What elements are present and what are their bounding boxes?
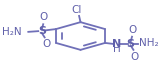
Text: NH₂: NH₂ [139, 38, 159, 48]
Text: O: O [42, 39, 50, 49]
Text: O: O [128, 25, 136, 35]
Text: N: N [112, 39, 121, 49]
Text: Cl: Cl [72, 5, 82, 15]
Text: O: O [131, 52, 139, 62]
Text: S: S [127, 39, 135, 49]
Text: H₂N: H₂N [2, 26, 22, 37]
Text: O: O [39, 12, 47, 22]
Text: S: S [38, 26, 46, 36]
Text: H: H [113, 44, 120, 54]
